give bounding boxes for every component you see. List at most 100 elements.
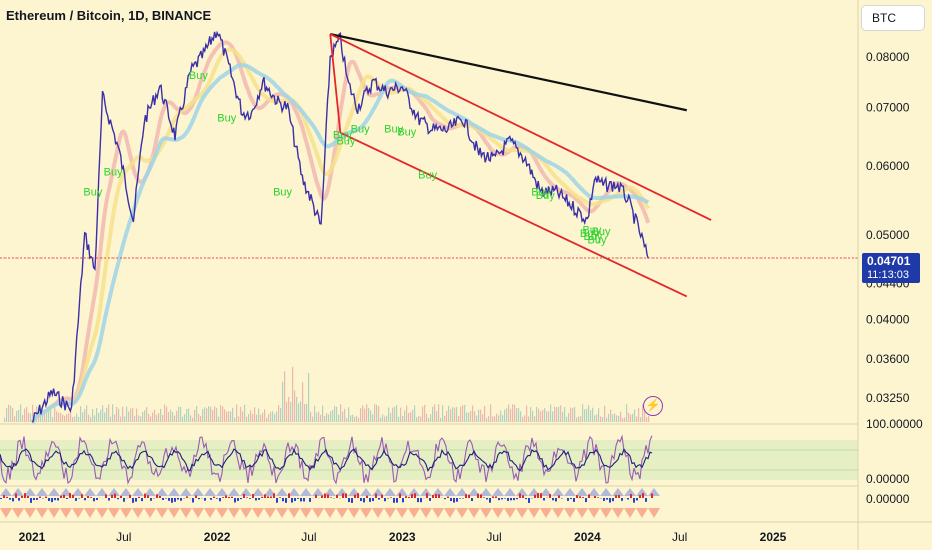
volume-bar: [638, 407, 640, 422]
histogram-bar: [87, 496, 89, 498]
volume-bar: [114, 414, 116, 422]
volume-bar: [296, 396, 298, 422]
volume-bar: [62, 414, 64, 422]
volume-bar: [24, 408, 26, 422]
volume-bar: [72, 417, 74, 422]
lightning-icon[interactable]: ⚡: [643, 396, 663, 416]
histogram-triangle-down: [132, 508, 144, 518]
histogram-bar: [225, 495, 227, 498]
volume-bar: [374, 404, 376, 422]
histogram-bar: [84, 498, 86, 501]
histogram-bar: [351, 498, 353, 503]
histogram-bar: [195, 495, 197, 498]
volume-bar: [592, 407, 594, 422]
volume-bar: [234, 417, 236, 422]
volume-bar: [378, 406, 380, 422]
histogram-triangle-down: [24, 508, 36, 518]
bar-countdown: 11:13:03: [867, 269, 910, 281]
histogram-bar: [252, 493, 254, 498]
volume-bar: [482, 414, 484, 422]
volume-bar: [382, 414, 384, 422]
histogram-triangle-down: [204, 508, 216, 518]
volume-bar: [432, 406, 434, 422]
oscillator-band: [0, 440, 858, 480]
histogram-bar: [234, 498, 236, 503]
ma-ribbon-line: [31, 62, 650, 424]
volume-bar: [154, 409, 156, 422]
currency-button[interactable]: BTC: [861, 5, 925, 31]
buy-label: Buy: [336, 135, 355, 147]
histogram-triangle-down: [84, 508, 96, 518]
volume-bar: [450, 409, 452, 422]
volume-bar: [166, 406, 168, 422]
histogram-triangle-down: [336, 508, 348, 518]
volume-bar: [32, 404, 34, 422]
volume-bar: [470, 410, 472, 422]
histogram-bar: [528, 498, 530, 503]
volume-bar: [200, 416, 202, 422]
volume-bar: [536, 406, 538, 422]
volume-bar: [116, 406, 118, 422]
oscillator-tick-label: 100.00000: [866, 417, 923, 431]
volume-bar: [168, 412, 170, 422]
volume-bar: [80, 406, 82, 422]
volume-bar: [292, 366, 294, 422]
volume-bar: [540, 411, 542, 422]
volume-bar: [550, 404, 552, 422]
oscillator-fast-line: [0, 434, 653, 486]
histogram-triangle-down: [216, 508, 228, 518]
oscillator-tick-label: 0.00000: [866, 472, 910, 486]
buy-label: Buy: [418, 170, 437, 182]
volume-bar: [606, 417, 608, 422]
volume-bar: [122, 406, 124, 422]
x-tick-label: Jul: [116, 530, 131, 544]
histogram-triangle-down: [372, 508, 384, 518]
volume-bar: [196, 405, 198, 422]
histogram-bar: [630, 494, 632, 498]
volume-bar: [74, 416, 76, 422]
histogram-tick-label: 0.00000: [866, 492, 910, 506]
chart-title: Ethereum / Bitcoin, 1D, BINANCE: [6, 8, 212, 23]
histogram-bar: [375, 493, 377, 498]
volume-bar: [418, 415, 420, 422]
volume-bar: [336, 406, 338, 422]
histogram-bar: [618, 494, 620, 498]
histogram-triangle-down: [468, 508, 480, 518]
histogram-bar: [168, 498, 170, 501]
volume-bar: [238, 416, 240, 422]
histogram-bar: [603, 498, 605, 501]
volume-bar: [342, 411, 344, 422]
volume-bar: [232, 407, 234, 422]
y-tick-label: 0.08000: [866, 50, 910, 64]
volume-bar: [206, 408, 208, 422]
histogram-bar: [150, 498, 152, 501]
histogram-bar: [459, 498, 461, 499]
volume-bar: [644, 410, 646, 422]
histogram-bar: [330, 497, 332, 498]
histogram-bar: [492, 496, 494, 498]
volume-bar: [366, 404, 368, 422]
volume-bar: [104, 412, 106, 422]
volume-bar: [448, 405, 450, 422]
volume-bar: [472, 405, 474, 422]
histogram-triangle-up: [432, 488, 444, 496]
histogram-bar: [60, 495, 62, 498]
volume-bar: [272, 411, 274, 422]
histogram-triangle-up: [132, 488, 144, 496]
histogram-bar: [3, 495, 5, 498]
oscillator-pane: 100.00000 0.00000: [0, 417, 923, 486]
volume-bar: [506, 408, 508, 422]
histogram-bar: [114, 493, 116, 498]
volume-bar: [412, 409, 414, 422]
channel-start-line: [329, 33, 342, 133]
histogram-bar: [210, 498, 212, 500]
histogram-bar: [450, 498, 452, 502]
volume-bar: [20, 404, 22, 422]
histogram-bar: [15, 493, 17, 498]
histogram-bar: [645, 498, 647, 502]
histogram-triangle-down: [156, 508, 168, 518]
volume-bar: [222, 406, 224, 422]
histogram-triangle-down: [396, 508, 408, 518]
histogram-triangle-down: [480, 508, 492, 518]
